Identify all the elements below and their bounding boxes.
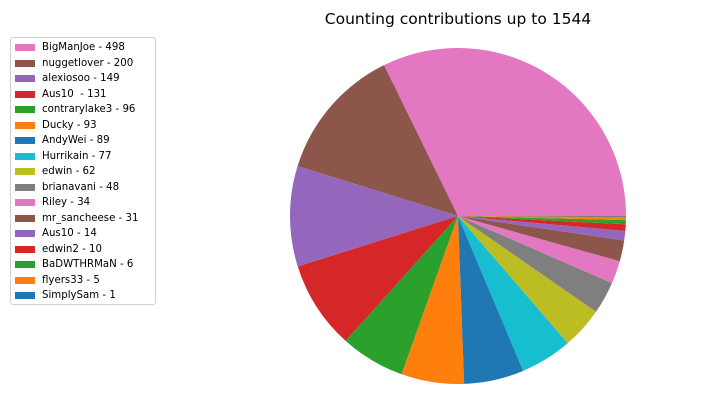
legend-label: BigManJoe - 498 <box>42 42 125 54</box>
pie-slice-0 <box>384 47 626 216</box>
legend-swatch <box>15 168 35 176</box>
legend-item: nuggetlover - 200 <box>15 56 155 72</box>
legend-swatch <box>15 59 35 67</box>
pie-slice-13 <box>458 216 626 232</box>
legend-swatch <box>15 44 35 52</box>
legend-item: Riley - 34 <box>15 195 155 211</box>
legend-swatch <box>15 230 35 238</box>
legend-label: mr_sancheese - 31 <box>42 212 139 224</box>
pie-slice-5 <box>401 216 465 385</box>
legend-swatch <box>15 292 35 300</box>
legend-label: Hurrikain - 77 <box>42 150 112 162</box>
legend-label: edwin2 - 10 <box>42 243 102 255</box>
pie-slice-3 <box>297 216 458 341</box>
legend-label: Aus10 - 131 <box>42 88 107 100</box>
legend-label: edwin - 62 <box>42 166 96 178</box>
legend-label: alexiosoo - 149 <box>42 73 120 85</box>
legend-label: brianavani - 48 <box>42 181 120 193</box>
legend-item: BigManJoe - 498 <box>15 40 155 56</box>
legend-label: Ducky - 93 <box>42 119 97 131</box>
legend-item: Ducky - 93 <box>15 118 155 134</box>
legend-swatch <box>15 245 35 253</box>
pie-slice-1 <box>297 65 458 217</box>
legend-item: SimplySam - 1 <box>15 288 155 304</box>
pie-slice-15 <box>458 216 626 221</box>
legend-swatch <box>15 106 35 114</box>
legend-item: alexiosoo - 149 <box>15 71 155 87</box>
legend-item: Aus10 - 131 <box>15 87 155 103</box>
legend-label: AndyWei - 89 <box>42 135 110 147</box>
pie-slice-12 <box>458 216 626 241</box>
pie-slices <box>289 47 627 385</box>
pie-slice-11 <box>458 216 625 262</box>
legend-item: Aus10 - 14 <box>15 226 155 242</box>
legend-swatch <box>15 121 35 129</box>
legend-item: contrarylake3 - 96 <box>15 102 155 118</box>
legend-item: edwin - 62 <box>15 164 155 180</box>
legend-item: BaDWTHRMaN - 6 <box>15 257 155 273</box>
legend-item: edwin2 - 10 <box>15 242 155 258</box>
legend-label: Riley - 34 <box>42 197 91 209</box>
legend-item: Hurrikain - 77 <box>15 149 155 165</box>
legend-label: Aus10 - 14 <box>42 228 97 240</box>
legend-swatch <box>15 276 35 284</box>
legend-label: SimplySam - 1 <box>42 290 116 302</box>
legend-swatch <box>15 199 35 207</box>
legend-label: flyers33 - 5 <box>42 274 100 286</box>
legend-swatch <box>15 75 35 83</box>
legend-item: brianavani - 48 <box>15 180 155 196</box>
chart-title: Counting contributions up to 1544 <box>325 10 591 28</box>
legend-swatch <box>15 214 35 222</box>
legend-swatch <box>15 183 35 191</box>
pie-slice-8 <box>458 216 597 344</box>
legend-item: mr_sancheese - 31 <box>15 211 155 227</box>
legend-swatch <box>15 90 35 98</box>
pie-slice-2 <box>289 166 458 267</box>
legend-item: AndyWei - 89 <box>15 133 155 149</box>
pie-slice-4 <box>345 216 458 375</box>
legend-label: BaDWTHRMaN - 6 <box>42 259 134 271</box>
legend-swatch <box>15 137 35 145</box>
pie-slice-14 <box>458 216 626 225</box>
legend-label: contrarylake3 - 96 <box>42 104 136 116</box>
pie-slice-6 <box>458 216 524 384</box>
legend-label: nuggetlover - 200 <box>42 57 134 69</box>
pie-slice-7 <box>458 216 568 371</box>
pie-slice-16 <box>458 216 627 217</box>
pie-slice-9 <box>458 216 613 312</box>
legend-swatch <box>15 152 35 160</box>
pie-slice-10 <box>458 216 620 284</box>
legend-swatch <box>15 261 35 269</box>
legend: BigManJoe - 498 nuggetlover - 200 alexioso… <box>10 37 156 305</box>
legend-item: flyers33 - 5 <box>15 273 155 289</box>
